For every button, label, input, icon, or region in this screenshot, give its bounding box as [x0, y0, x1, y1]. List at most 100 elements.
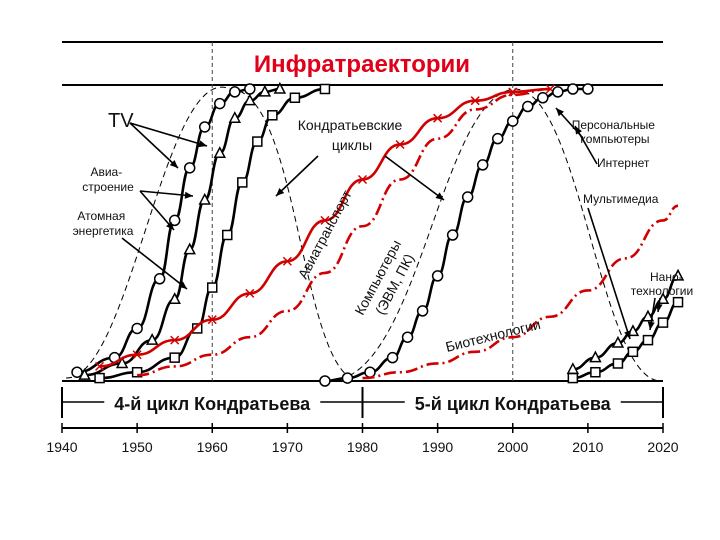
series-2-point-5	[222, 229, 233, 241]
series-1-point-10	[273, 81, 287, 94]
series-8-point-4	[642, 334, 654, 346]
pointer-nuclear	[121, 237, 188, 290]
series-7-point-1	[589, 350, 602, 363]
x-tick-label-4: 1980	[347, 439, 378, 455]
series-1-point-7	[228, 111, 242, 123]
series-2-point-10	[319, 83, 331, 95]
series-line-6	[362, 204, 679, 380]
chart-title: Инфратраектории	[254, 51, 470, 78]
series-8-point-2	[612, 358, 624, 369]
series-2-point-1	[131, 366, 143, 378]
series-0-point-9	[244, 83, 256, 95]
pointer-head-11	[647, 321, 655, 330]
series-line-8	[572, 300, 679, 380]
x-tick-label-6: 2000	[497, 439, 528, 455]
series-5-point-1	[341, 372, 354, 384]
series-3-point-6	[320, 215, 330, 225]
series-2-point-3	[191, 323, 203, 334]
pointer-head-3	[184, 191, 193, 199]
annotation-kondratiev-cycles-line1: Кондратьевские	[298, 117, 403, 133]
series-1-point-4	[183, 242, 196, 255]
annotation-aviation-building-line2: строение	[82, 180, 134, 194]
x-tick-label-8: 2020	[647, 439, 678, 455]
series-1-point-2	[145, 333, 159, 345]
series-3-point-7	[357, 174, 368, 185]
x-tick-label-2: 1960	[197, 439, 228, 455]
series-8-point-1	[590, 366, 601, 378]
pointer-head-9	[624, 330, 631, 339]
annotation-nanotech-line1: Нано-	[650, 270, 683, 284]
pointer-head-8	[575, 126, 583, 135]
pointer-head-10	[655, 303, 663, 312]
series-5-point-12	[522, 100, 534, 113]
pointer-head-2	[166, 221, 174, 230]
series-3-point-5	[282, 256, 292, 266]
series-0-point-3	[153, 273, 166, 285]
pointer-head-6	[435, 192, 444, 200]
annotation-nuclear-energy-line2: энергетика	[73, 224, 134, 238]
series-5-point-3	[386, 351, 399, 364]
series-7-point-6	[671, 268, 685, 281]
series-0-point-5	[183, 162, 196, 174]
cycle-label-1: 5-й цикл Кондратьева	[415, 394, 612, 414]
cycle-label-0: 4-й цикл Кондратьева	[114, 394, 311, 414]
series-8-point-5	[657, 317, 669, 328]
series-0-point-0	[71, 366, 83, 378]
series-0-point-8	[229, 86, 241, 98]
pointer-multimedia	[587, 207, 631, 340]
pointer-head-0	[169, 159, 178, 168]
annotation-computers: Компьютеры (ЭВМ, ПК)	[351, 234, 422, 326]
series-0-point-7	[214, 97, 226, 110]
cycle-label-bg-1	[404, 388, 621, 414]
series-2-point-8	[267, 110, 278, 121]
pointer-head-1	[198, 140, 207, 148]
series-5-point-16	[582, 83, 594, 95]
series-5-point-15	[567, 83, 579, 95]
annotation-air-transport: Авиатранспорт	[295, 187, 355, 282]
series-8-point-3	[627, 346, 639, 358]
series-5-point-10	[491, 132, 504, 145]
annotation-tv: TV	[108, 110, 134, 132]
annotation-biotech: Биотехнологии	[444, 316, 542, 355]
series-1-point-9	[258, 84, 272, 97]
series-3-point-11	[508, 87, 518, 97]
annotation-nuclear-energy-line1: Атомная	[77, 209, 125, 223]
series-2-point-2	[169, 352, 180, 363]
series-1-point-1	[115, 356, 129, 369]
annotation-nanotech: Нано- технологии	[631, 270, 693, 298]
series-5-point-4	[401, 331, 414, 343]
series-2-point-9	[289, 92, 301, 104]
pointer-kondr-right	[384, 155, 445, 201]
annotation-personal-computers: Персональные компьютеры	[572, 118, 659, 146]
series-5-point-2	[364, 366, 376, 378]
pointer-tv-2	[129, 122, 208, 147]
series-3-point-1	[132, 350, 142, 360]
annotation-nuclear-energy: Атомная энергетика	[73, 209, 134, 238]
series-2-point-0	[94, 372, 105, 384]
series-8-point-6	[672, 296, 684, 308]
pointer-head-4	[178, 281, 187, 289]
series-3-point-10	[470, 96, 480, 106]
x-tick-label-0: 1940	[46, 439, 77, 455]
annotation-aviation-building-line1: Авиа-	[90, 165, 122, 179]
annotation-kondratiev-cycles-line2: циклы	[332, 137, 372, 153]
series-3-point-8	[395, 139, 405, 150]
x-tick-label-1: 1950	[122, 439, 153, 455]
series-line-0	[76, 87, 250, 374]
pointer-head-5	[276, 187, 285, 196]
series-0-point-4	[168, 214, 181, 227]
series-5-point-9	[476, 159, 489, 171]
series-1-point-3	[168, 292, 181, 304]
series-1-point-0	[78, 368, 91, 380]
annotation-internet: Интернет	[597, 156, 650, 170]
series-line-4	[137, 87, 551, 377]
pointer-head-7	[556, 108, 564, 117]
x-tick-label-5: 1990	[422, 439, 453, 455]
annotation-personal-computers-line2: компьютеры	[580, 132, 649, 146]
series-5-point-14	[552, 86, 564, 98]
series-5-point-13	[537, 92, 549, 104]
annotation-multimedia: Мультимедиа	[583, 192, 659, 206]
series-3-point-3	[207, 315, 217, 325]
series-0-point-2	[131, 322, 143, 335]
series-8-point-0	[567, 372, 579, 384]
